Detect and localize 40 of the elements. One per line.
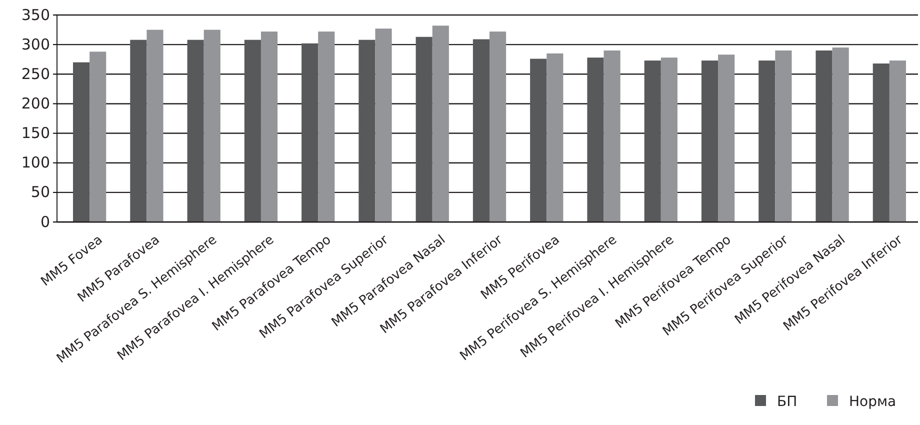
bar <box>472 39 490 222</box>
bar <box>260 32 278 222</box>
bar <box>146 30 164 222</box>
bar <box>204 30 220 222</box>
y-tick-label: 350 <box>21 6 50 24</box>
y-tick-label: 100 <box>21 154 50 172</box>
y-tick-label: 300 <box>21 35 50 54</box>
bar <box>660 58 678 222</box>
bar <box>318 32 335 222</box>
y-tick-label: 50 <box>30 183 50 202</box>
bar <box>718 54 735 222</box>
bar <box>130 40 147 222</box>
bar <box>775 50 792 222</box>
bar <box>587 58 604 222</box>
bar <box>90 52 106 222</box>
bar <box>416 36 432 222</box>
legend-label: БП <box>777 394 798 410</box>
bar <box>701 60 718 222</box>
bar <box>530 58 547 222</box>
bar <box>546 53 564 222</box>
bar <box>644 60 661 222</box>
bar <box>604 50 620 222</box>
bar <box>187 40 204 222</box>
y-tick-label: 150 <box>21 124 50 142</box>
y-tick-label: 0 <box>40 212 50 231</box>
bar <box>832 48 849 222</box>
bar <box>816 50 832 222</box>
bar <box>358 40 376 222</box>
bar <box>758 60 776 222</box>
bar <box>432 26 449 222</box>
bar <box>490 32 506 222</box>
bar <box>73 62 90 222</box>
bar <box>244 40 261 222</box>
bar <box>302 43 318 222</box>
bar <box>872 63 890 222</box>
bar <box>375 28 392 222</box>
y-tick-label: 250 <box>21 64 50 83</box>
bar <box>889 60 906 222</box>
legend-label: Норма <box>849 394 896 410</box>
y-tick-label: 200 <box>21 94 50 113</box>
